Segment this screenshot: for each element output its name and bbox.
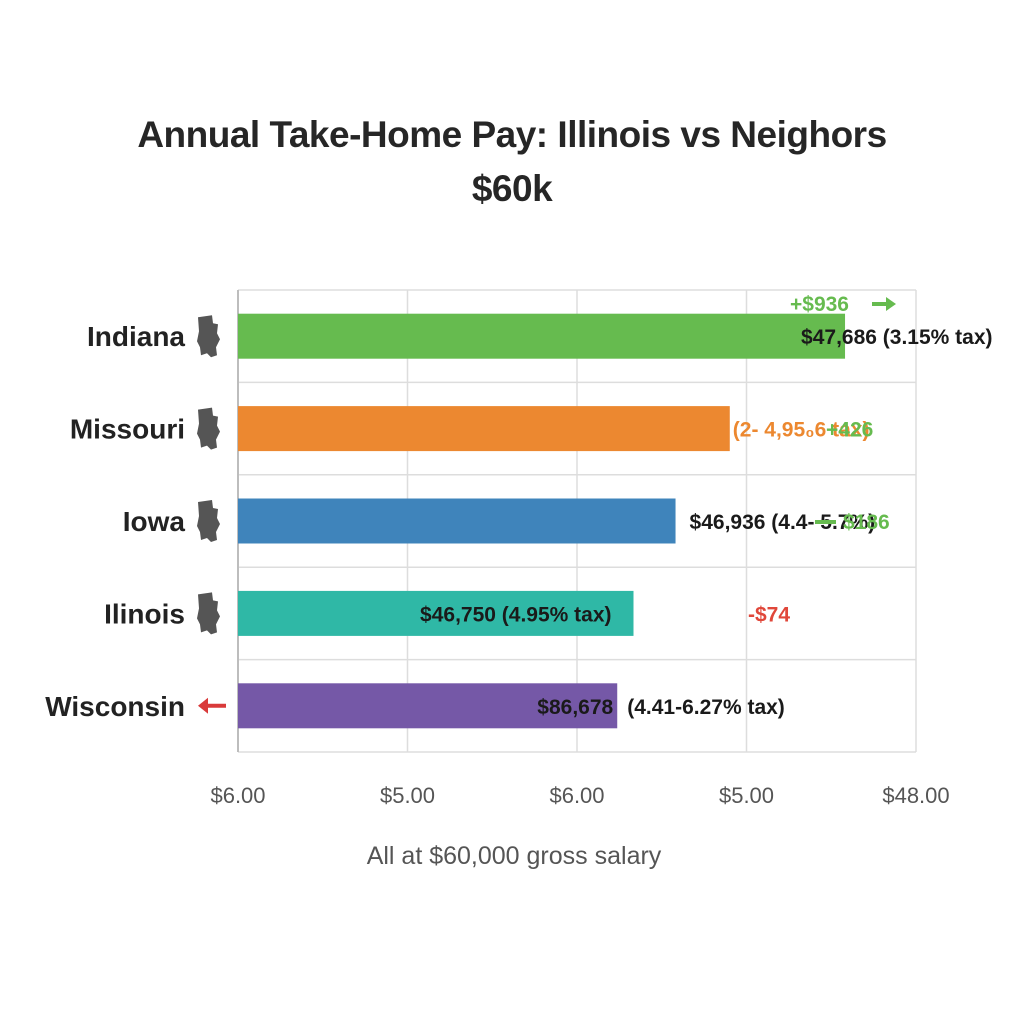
- chart-title-line-2: $60k: [471, 168, 553, 209]
- value-label: $46,936 (4.4- 5.7%): [690, 511, 876, 534]
- x-tick-label: $48.00: [882, 783, 949, 808]
- state-icon: [197, 407, 220, 450]
- chart-title-line-1: Annual Take-Home Pay: Illinois vs Neigho…: [137, 114, 887, 155]
- x-tick-label: $5.00: [380, 783, 435, 808]
- category-label: Iowa: [123, 506, 186, 537]
- arrow-right-icon: [872, 297, 896, 311]
- state-icon: [197, 592, 220, 635]
- arrow-left-icon: [198, 697, 226, 714]
- bar-ilinois: [238, 590, 634, 636]
- bar-indiana: [238, 313, 846, 359]
- difference-label: $186: [843, 511, 890, 534]
- difference-label: +426: [826, 419, 873, 442]
- category-label: Wisconsin: [45, 691, 185, 722]
- chart-title: Annual Take-Home Pay: Illinois vs Neigho…: [0, 108, 1024, 216]
- difference-label: +$936: [790, 293, 849, 316]
- labels: Indiana $47,686 (3.15% tax) +$936 Missouri (…: [45, 293, 992, 722]
- bar-iowa: [238, 498, 676, 544]
- category-label: Indiana: [87, 321, 185, 352]
- x-tick-label: $5.00: [719, 783, 774, 808]
- bar-wisconsin: [238, 683, 618, 729]
- state-icon: [197, 315, 220, 358]
- bar-missouri: [238, 406, 730, 452]
- category-label: Missouri: [70, 414, 185, 445]
- x-tick-label: $6.00: [210, 783, 265, 808]
- value-label-extra: (4.41-6.27% tax): [627, 696, 785, 719]
- x-tick-label: $6.00: [549, 783, 604, 808]
- x-axis: $6.00 $5.00 $6.00 $5.00 $48.00: [210, 783, 949, 808]
- footnote: All at $60,000 gross salary: [366, 842, 662, 870]
- bars: [238, 313, 846, 729]
- value-label: $86,678: [537, 696, 613, 719]
- state-icon: [197, 500, 220, 542]
- difference-label: -$74: [748, 603, 790, 626]
- value-label: $47,686 (3.15% tax): [801, 326, 992, 349]
- category-label: Ilinois: [104, 598, 185, 629]
- value-label: (2- 4,95₀6 tax): [733, 419, 870, 442]
- value-label: $46,750 (4.95% tax): [420, 603, 611, 626]
